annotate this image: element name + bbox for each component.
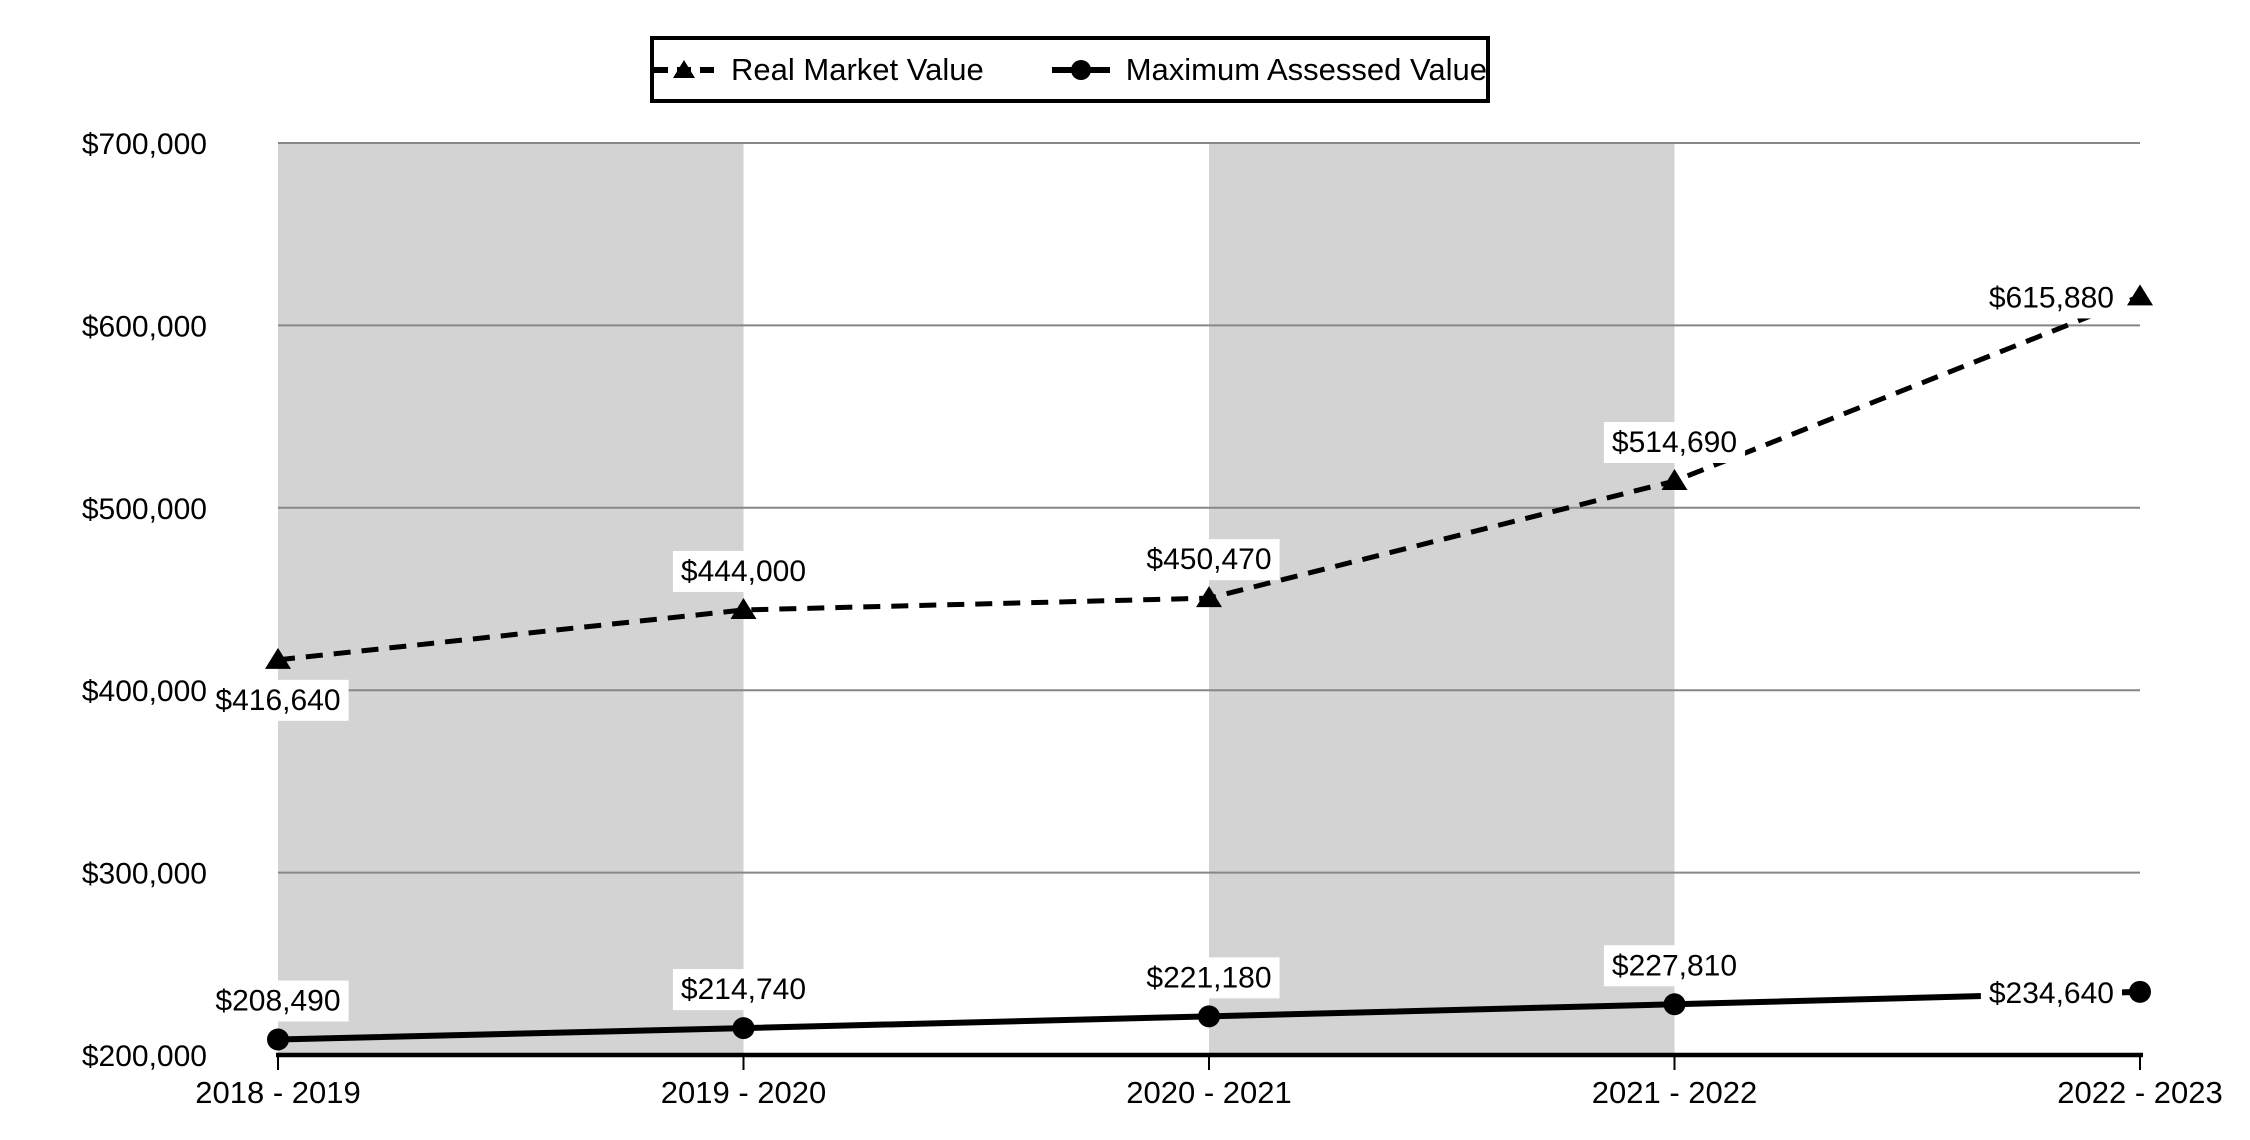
data-label-background — [207, 980, 349, 1022]
data-label-background — [1980, 972, 2122, 1014]
y-axis-tick-label: $700,000 — [82, 128, 207, 161]
y-axis-tick-label: $200,000 — [82, 1040, 207, 1073]
circle-marker — [2129, 980, 2151, 1003]
triangle-marker — [2127, 284, 2153, 306]
data-label-background — [672, 969, 815, 1011]
legend-label-real-market-value: Real Market Value — [731, 51, 984, 87]
data-label: $234,640 — [1989, 977, 2114, 1010]
data-label: $444,000 — [681, 555, 806, 588]
data-label: $450,470 — [1146, 543, 1271, 576]
y-axis-tick-label: $500,000 — [82, 493, 207, 526]
legend-item-maximum-assessed-value: Maximum Assessed Value — [1051, 51, 1487, 88]
y-axis-tick-label: $300,000 — [82, 858, 207, 891]
data-label-background — [1138, 957, 1280, 999]
data-label-background — [1603, 945, 1746, 987]
data-label: $416,640 — [215, 684, 340, 717]
legend: Real Market Value Maximum Assessed Value — [650, 36, 1490, 103]
data-label: $221,180 — [1146, 961, 1271, 994]
data-label-background — [1138, 539, 1280, 581]
triangle-marker — [1196, 586, 1222, 608]
data-label-background — [1603, 422, 1746, 464]
dashed-triangle-line-icon — [654, 59, 715, 78]
x-axis-tick-label: 2021 - 2022 — [1592, 1075, 1757, 1110]
circle-marker — [267, 1028, 289, 1051]
x-axis-tick-label: 2018 - 2019 — [195, 1075, 360, 1110]
circle-marker — [1663, 993, 1686, 1016]
triangle-marker — [1661, 469, 1688, 491]
data-label-background — [207, 679, 349, 721]
shaded-band — [278, 143, 744, 1055]
triangle-marker — [265, 647, 291, 669]
triangle-marker — [730, 597, 757, 619]
data-label: $208,490 — [215, 985, 340, 1018]
y-axis-tick-label: $600,000 — [82, 310, 207, 343]
circle-marker — [1198, 1005, 1220, 1028]
x-axis-tick-label: 2019 - 2020 — [661, 1075, 826, 1110]
legend-label-maximum-assessed-value: Maximum Assessed Value — [1125, 51, 1487, 87]
solid-circle-line-icon — [1051, 59, 1110, 80]
data-label: $214,740 — [681, 973, 806, 1006]
shaded-band — [1209, 143, 1675, 1055]
data-label-background — [1980, 277, 2122, 319]
y-axis-tick-label: $400,000 — [82, 675, 207, 708]
data-label: $615,880 — [1989, 281, 2114, 314]
data-label: $514,690 — [1612, 426, 1737, 459]
x-axis-tick-label: 2020 - 2021 — [1126, 1075, 1291, 1110]
legend-item-real-market-value: Real Market Value — [653, 52, 984, 88]
circle-marker — [732, 1017, 755, 1040]
x-axis-tick-label: 2022 - 2023 — [2057, 1075, 2222, 1110]
data-label-background — [672, 550, 815, 592]
data-label: $227,810 — [1612, 949, 1737, 982]
